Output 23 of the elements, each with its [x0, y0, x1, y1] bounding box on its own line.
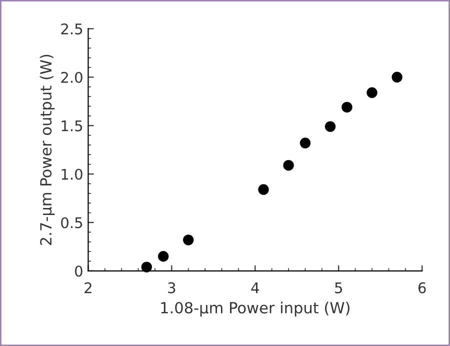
- x-tick-label: 5: [335, 282, 342, 294]
- y-tick-label: 0: [75, 266, 82, 277]
- point: [324, 121, 336, 132]
- point: [366, 87, 378, 98]
- y-tick-label: 2.0: [61, 72, 82, 83]
- point: [392, 72, 402, 83]
- y-tick-label: 1.0: [62, 168, 82, 180]
- x-tick-label: 2: [84, 282, 92, 294]
- point: [141, 262, 152, 272]
- point: [158, 251, 169, 262]
- point: [283, 160, 294, 171]
- point: [342, 102, 352, 113]
- y-tick-label: 0.5: [61, 217, 82, 228]
- y-axis-title: 2.7-µm Power output (W): [40, 54, 55, 245]
- point: [183, 234, 194, 246]
- y-tick-label: 1.5: [62, 120, 82, 132]
- x-axis-title: 1.08-µm Power input (W): [161, 302, 350, 316]
- y-tick-label: 2.5: [61, 23, 82, 34]
- x-tick-label: 6: [418, 282, 426, 294]
- point: [258, 184, 269, 195]
- point: [300, 138, 311, 148]
- x-tick-label: 3: [168, 282, 176, 294]
- x-tick-label: 4: [251, 282, 259, 294]
